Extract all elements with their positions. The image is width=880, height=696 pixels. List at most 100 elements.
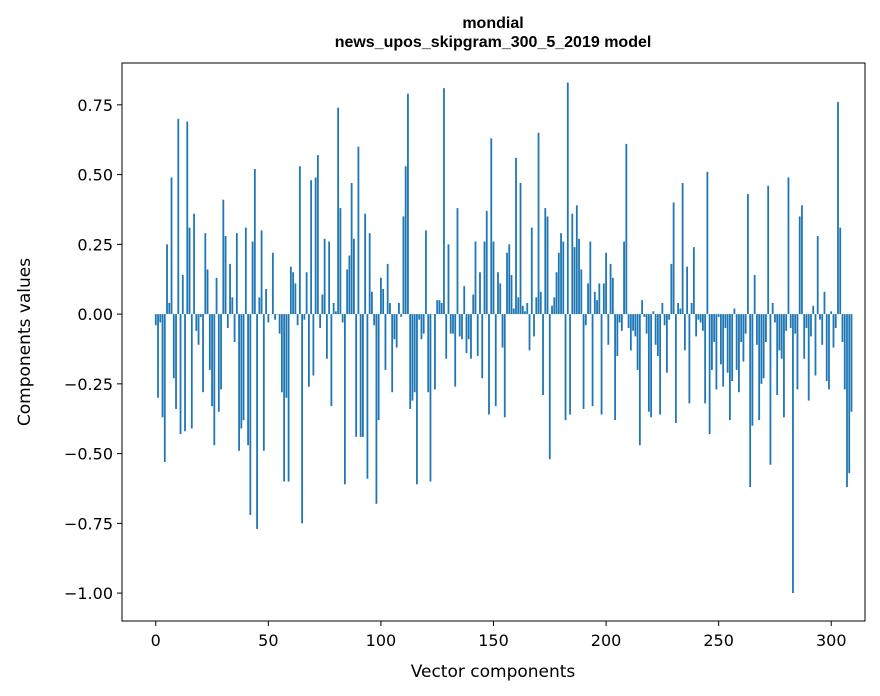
bar [573,247,576,315]
bar [346,269,349,315]
bar [810,314,812,337]
bar [717,314,720,317]
bar [476,314,479,356]
bar [535,297,538,315]
bar [339,208,342,315]
bar [467,314,470,340]
bar [681,182,684,315]
bar [197,314,200,345]
bar [589,241,592,315]
bar [271,252,274,315]
bar [238,314,240,451]
bar [510,275,513,315]
bar [771,302,774,315]
bar [355,314,358,437]
bar [665,314,668,373]
bar [292,272,295,315]
bar [760,314,763,384]
bar [307,314,310,387]
bar [377,314,380,421]
bar [341,314,344,323]
bar [711,314,713,370]
bar [380,277,382,315]
bar [222,199,225,315]
bar [526,302,529,315]
bar [726,314,729,373]
bar [436,300,439,315]
bar [553,297,556,315]
bar [447,244,450,315]
chart-title: mondial news_upos_skipgram_300_5_2019 mod… [335,15,652,51]
bar [661,302,664,315]
bar [224,235,227,315]
bar [614,314,616,421]
bar [643,314,646,317]
bar [499,283,502,315]
bar [262,314,265,451]
bar [605,252,607,315]
bar [481,314,484,379]
bar [584,314,587,326]
bar [190,314,193,429]
bar [206,269,209,315]
bar [582,314,585,409]
bar [364,213,367,315]
bar [569,314,571,415]
bar [280,314,283,393]
bar [524,311,526,315]
bar [744,314,747,334]
bar [638,314,641,446]
bar [386,263,389,315]
bar [413,314,416,393]
bar [735,314,738,370]
y-tick-label: 0.75 [77,96,113,115]
bar [298,166,301,315]
bar [616,314,619,356]
bar [629,314,632,351]
bar [812,305,815,315]
bar [542,314,544,396]
bar [654,314,657,345]
bar [679,308,682,315]
bar [751,314,754,426]
bar [472,294,475,315]
bar [305,272,308,315]
bar [161,314,164,418]
bar [663,314,666,326]
bar [517,297,520,315]
bar [371,291,373,315]
bar [177,118,180,315]
bar [213,314,216,446]
bar [792,314,794,594]
y-axis-label: Components values [15,258,35,426]
bar [731,314,734,382]
bar [756,314,758,345]
bar [715,314,718,390]
bar [776,314,779,396]
bar [742,314,745,362]
bar [170,177,173,315]
bar [839,227,842,315]
x-tick-label: 100 [366,631,397,650]
bar [699,314,702,323]
bar [287,314,290,482]
bar [461,314,463,340]
bar [159,314,162,323]
bar [738,314,740,393]
y-tick-label: 0.00 [77,305,113,324]
bar [816,235,819,315]
bar [652,311,655,315]
bar [686,266,689,315]
bar [690,302,693,315]
bar [834,314,837,329]
bar [625,143,628,315]
bar [312,314,315,376]
bar [251,241,254,315]
bar [215,277,218,315]
bar [704,314,707,404]
bar [253,169,256,315]
bar [544,208,547,315]
bar [503,314,506,418]
